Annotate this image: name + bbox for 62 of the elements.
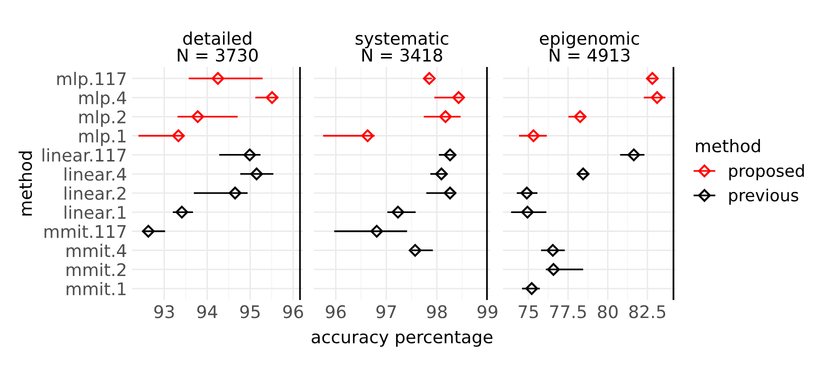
point	[243, 148, 256, 162]
point	[142, 224, 155, 238]
point	[172, 129, 185, 142]
y-tick-label: mlp.2	[79, 110, 126, 127]
x-tick-label: 80	[598, 305, 618, 318]
point	[392, 206, 404, 219]
point	[576, 168, 590, 180]
legend-label: previous	[729, 188, 798, 205]
x-tick-label: 94	[197, 305, 218, 318]
point	[408, 244, 422, 257]
point	[191, 110, 204, 124]
y-tick-label: linear.2	[64, 186, 126, 200]
x-tick-label: 95	[240, 305, 260, 318]
point	[525, 282, 538, 295]
y-tick-label: mmit.1	[66, 282, 126, 296]
point	[547, 263, 560, 276]
y-tick-label: mmit.117	[44, 224, 126, 238]
y-tick-label: mlp.117	[57, 72, 126, 89]
point	[520, 186, 534, 200]
y-tick-label: linear.117	[42, 148, 126, 162]
x-tick-label: 98	[426, 305, 447, 318]
y-axis-title: method	[18, 152, 32, 216]
x-axis-title: accuracy percentage	[312, 331, 492, 347]
point	[527, 129, 540, 142]
point	[422, 72, 436, 85]
point	[646, 72, 659, 85]
x-tick-label: 75	[518, 305, 538, 318]
y-tick-label: mmit.4	[66, 244, 126, 257]
point	[650, 91, 664, 104]
y-tick-label: linear.1	[64, 206, 126, 219]
x-tick-label: 99	[478, 305, 498, 318]
y-tick-label: linear.4	[64, 167, 126, 181]
x-tick-label: 97	[376, 305, 396, 318]
x-tick-label: 96	[283, 305, 304, 318]
y-tick-label: mlp.1	[79, 129, 126, 146]
point	[546, 244, 560, 257]
point	[452, 91, 466, 104]
chart-title: epigenomic N = 4913	[540, 31, 639, 62]
point	[266, 91, 278, 104]
point	[439, 110, 452, 124]
point	[212, 72, 224, 85]
y-tick-label: mlp.4	[79, 90, 126, 108]
point	[521, 206, 534, 219]
point	[361, 129, 374, 142]
point	[574, 110, 587, 124]
point	[444, 186, 456, 200]
x-tick-label: 77.5	[550, 305, 586, 318]
point	[370, 224, 384, 238]
x-tick-label: 93	[154, 305, 174, 318]
point	[250, 168, 263, 180]
point	[444, 148, 456, 162]
chart-title: detailed N = 3730	[178, 31, 258, 62]
point	[435, 168, 448, 180]
y-tick-label: mmit.2	[66, 262, 126, 276]
point	[627, 148, 640, 162]
chart-title: systematic N = 3418	[356, 31, 448, 62]
legend-title: method	[696, 138, 760, 152]
point	[175, 206, 188, 219]
x-tick-label: 96	[326, 305, 346, 318]
point	[228, 186, 242, 200]
legend-label: proposed	[729, 164, 804, 180]
x-tick-label: 82.5	[629, 305, 666, 318]
